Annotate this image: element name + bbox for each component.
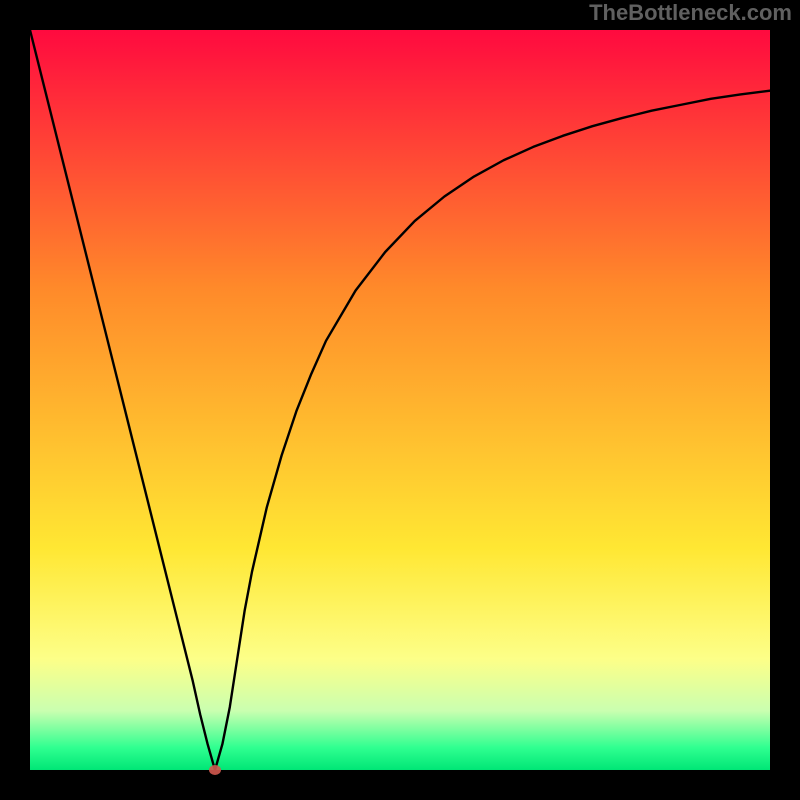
minimum-marker xyxy=(209,765,221,775)
plot-background xyxy=(30,30,770,770)
bottleneck-chart xyxy=(0,0,800,800)
attribution-label: TheBottleneck.com xyxy=(589,0,792,26)
chart-canvas: TheBottleneck.com xyxy=(0,0,800,800)
